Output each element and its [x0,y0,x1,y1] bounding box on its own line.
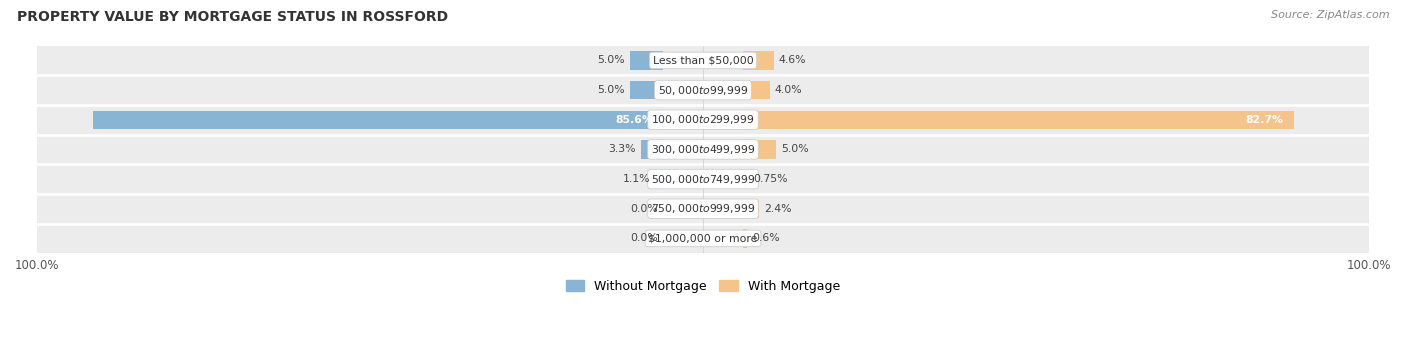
Text: 4.6%: 4.6% [779,55,807,65]
Text: 85.6%: 85.6% [616,115,652,125]
Bar [37,46,1369,75]
Text: 1.1%: 1.1% [623,174,651,184]
Bar [742,140,776,159]
Text: 0.0%: 0.0% [630,234,658,243]
Text: $50,000 to $99,999: $50,000 to $99,999 [658,84,748,97]
Text: 0.0%: 0.0% [630,204,658,214]
Text: $500,000 to $749,999: $500,000 to $749,999 [651,173,755,186]
Text: Source: ZipAtlas.com: Source: ZipAtlas.com [1271,10,1389,20]
Text: $300,000 to $499,999: $300,000 to $499,999 [651,143,755,156]
Text: 0.6%: 0.6% [752,234,780,243]
Bar [742,170,748,188]
Bar [742,110,1294,129]
Bar [742,51,773,70]
Bar [742,81,769,99]
Bar [37,135,1369,164]
Bar [37,224,1369,253]
Text: 2.4%: 2.4% [765,204,792,214]
Bar [37,75,1369,105]
Bar [641,140,664,159]
Bar [37,194,1369,224]
Text: 5.0%: 5.0% [596,55,624,65]
Text: 4.0%: 4.0% [775,85,803,95]
Text: $1,000,000 or more: $1,000,000 or more [648,234,758,243]
Bar [742,200,759,218]
Bar [655,170,664,188]
Text: 5.0%: 5.0% [596,85,624,95]
Text: 82.7%: 82.7% [1246,115,1284,125]
Legend: Without Mortgage, With Mortgage: Without Mortgage, With Mortgage [565,280,841,293]
Bar [630,81,664,99]
Text: $750,000 to $999,999: $750,000 to $999,999 [651,202,755,215]
Text: PROPERTY VALUE BY MORTGAGE STATUS IN ROSSFORD: PROPERTY VALUE BY MORTGAGE STATUS IN ROS… [17,10,449,24]
Bar [630,51,664,70]
Bar [742,229,747,248]
Text: Less than $50,000: Less than $50,000 [652,55,754,65]
Text: 3.3%: 3.3% [609,144,636,154]
Text: $100,000 to $299,999: $100,000 to $299,999 [651,113,755,126]
Bar [37,164,1369,194]
Bar [93,110,664,129]
Text: 5.0%: 5.0% [782,144,810,154]
Bar [37,105,1369,135]
Text: 0.75%: 0.75% [754,174,787,184]
